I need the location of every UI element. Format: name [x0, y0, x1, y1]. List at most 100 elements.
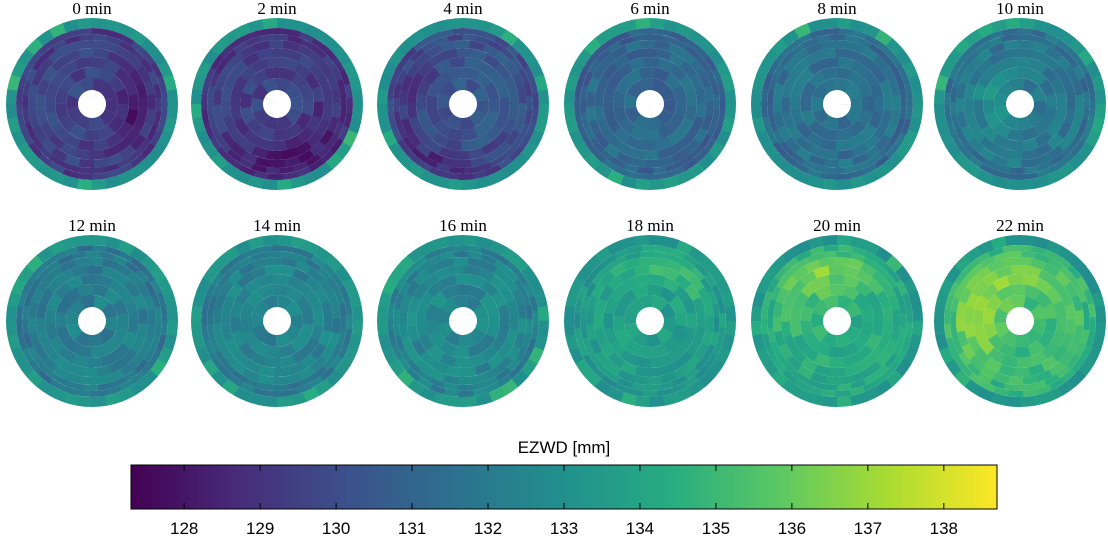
outer-ring-cell — [6, 104, 17, 119]
colorbar-tick-label: 136 — [778, 519, 806, 538]
outer-ring-cell — [912, 321, 923, 336]
disc-cell — [28, 317, 37, 333]
disc-cell — [266, 167, 281, 174]
outer-ring-cell — [837, 179, 852, 190]
outer-ring-cell — [352, 104, 363, 119]
outer-ring-cell — [822, 235, 837, 246]
disc-cell — [1006, 159, 1022, 168]
disc-cell — [1014, 367, 1030, 377]
disc-cell — [603, 313, 614, 330]
panel-4: 8 min — [751, 0, 923, 190]
disc-cell — [45, 98, 56, 115]
outer-ring-cell — [167, 89, 178, 104]
disc-cell — [950, 102, 957, 117]
disc-cell — [452, 28, 467, 35]
disc-cell — [1007, 140, 1024, 151]
disc-cell — [85, 251, 100, 257]
outer-ring-cell — [463, 18, 478, 29]
outer-ring-cell — [725, 89, 736, 104]
colorbar-tick-label: 128 — [170, 519, 198, 538]
disc-cell — [586, 310, 595, 326]
disc-cell — [267, 150, 283, 160]
disc-cell — [828, 346, 845, 358]
disc-cell — [973, 310, 984, 327]
panel-7: 14 min — [191, 216, 363, 407]
panel-title: 14 min — [253, 216, 301, 235]
disc-cell — [518, 318, 527, 334]
disc-cell — [347, 315, 353, 330]
disc-cell — [638, 167, 653, 174]
disc-cell — [1008, 173, 1023, 180]
disc-cell — [956, 98, 965, 114]
disc-cell — [36, 318, 46, 334]
outer-ring-cell — [191, 89, 202, 104]
disc-cell — [829, 357, 846, 368]
colorbar-tick-label: 137 — [854, 519, 882, 538]
disc-cell — [156, 98, 162, 113]
panel-3: 6 min — [564, 0, 736, 190]
disc-cell — [828, 274, 845, 285]
outer-ring-cell — [650, 18, 665, 29]
outer-ring-cell — [822, 18, 837, 29]
outer-ring-cell — [448, 18, 463, 29]
disc-cell — [639, 40, 655, 49]
outer-ring-cell — [377, 89, 388, 104]
outer-ring-cell — [1020, 396, 1035, 407]
disc-cell — [1018, 40, 1034, 49]
outer-ring-cell — [934, 104, 945, 119]
outer-ring-cell — [837, 18, 852, 29]
disc-cell — [643, 391, 658, 397]
disc-cell — [312, 102, 324, 118]
disc-cell — [713, 318, 720, 333]
panel-5: 10 min — [934, 0, 1106, 190]
outer-ring-cell — [377, 306, 388, 321]
disc-cell — [79, 159, 95, 168]
disc-cell — [264, 265, 280, 275]
disc-cell — [272, 376, 288, 385]
disc-cell — [457, 384, 472, 391]
disc-cell — [1056, 316, 1067, 333]
outer-ring-cell — [1020, 235, 1035, 246]
disc-cell — [767, 314, 773, 329]
disc-cell — [835, 40, 851, 49]
disc-cell — [313, 309, 324, 326]
disc-cell — [1016, 257, 1032, 266]
disc-cell — [230, 90, 242, 106]
outer-ring-cell — [77, 18, 92, 29]
disc-cell — [426, 95, 438, 112]
disc-cell — [340, 317, 347, 332]
disc-cell — [45, 308, 56, 325]
disc-cell — [1017, 28, 1032, 35]
outer-ring-cell — [912, 89, 923, 104]
disc-cell — [1017, 48, 1033, 58]
disc-cell — [456, 284, 473, 296]
disc-cell — [399, 308, 408, 324]
panel-title: 0 min — [72, 0, 112, 18]
disc-cell — [28, 98, 37, 114]
disc-cell — [1010, 167, 1025, 174]
outer-ring-cell — [463, 179, 478, 190]
outer-ring-cell — [191, 321, 202, 336]
disc-cell — [645, 159, 661, 168]
disc-cell — [705, 101, 714, 117]
disc-cell — [87, 265, 103, 275]
disc-cell — [833, 257, 849, 266]
disc-cell — [201, 312, 207, 327]
disc-cell — [346, 98, 353, 113]
outer-ring-cell — [1095, 104, 1106, 119]
disc-cell — [1016, 245, 1031, 252]
outer-ring-cell — [1095, 321, 1106, 336]
panel-title: 2 min — [257, 0, 297, 18]
outer-ring-cell — [751, 89, 762, 104]
panel-6: 12 min — [6, 216, 178, 407]
disc-cell — [705, 316, 714, 332]
disc-cell — [825, 376, 841, 385]
outer-ring-cell — [352, 321, 363, 336]
disc-cell — [455, 274, 472, 285]
panel-0: 0 min — [6, 0, 178, 190]
disc-cell — [268, 40, 284, 49]
disc-cell — [883, 94, 893, 110]
disc-cell — [147, 309, 156, 325]
outer-ring-cell — [1020, 18, 1035, 29]
disc-cell — [790, 95, 801, 112]
